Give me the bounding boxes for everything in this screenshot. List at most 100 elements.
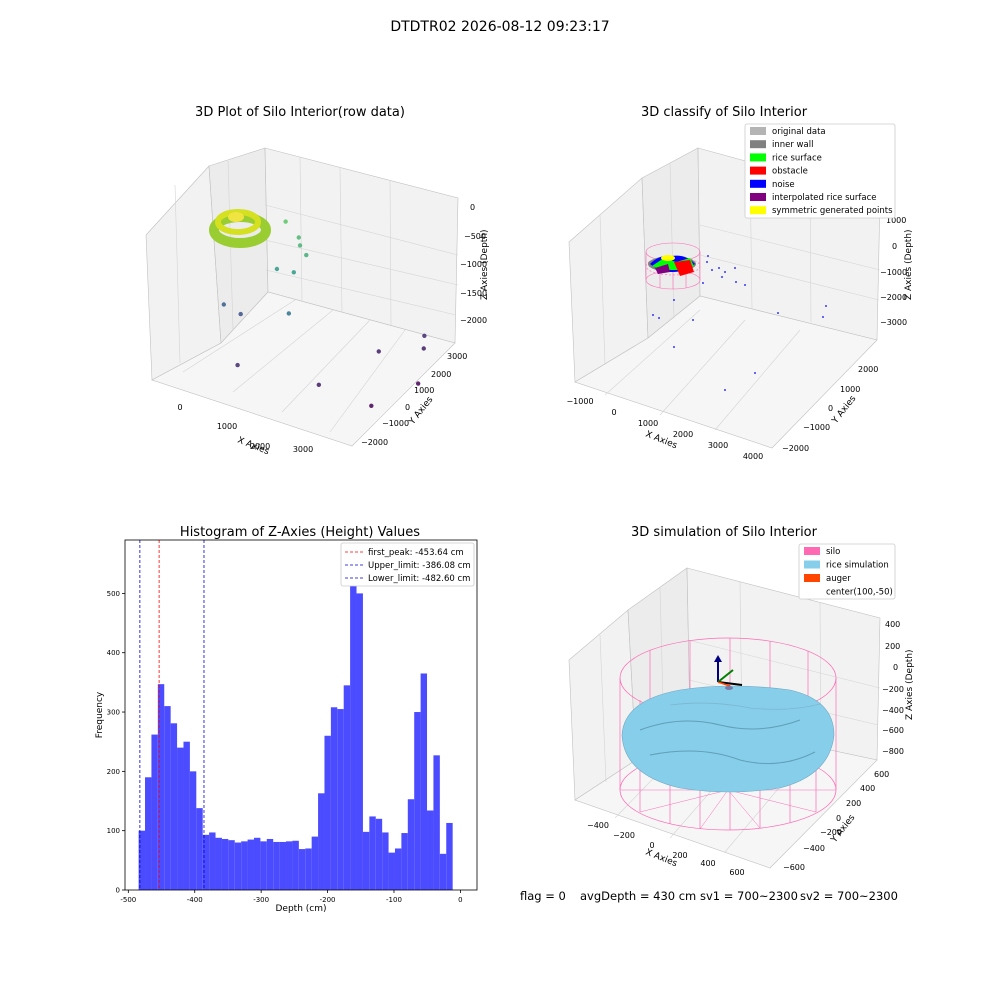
classify-xtick: 0 — [611, 408, 616, 417]
classify-surface — [648, 255, 696, 276]
classify-title: 3D classify of Silo Interior — [641, 105, 808, 120]
classify-legend-swatch — [750, 193, 766, 201]
hist-bar — [446, 822, 453, 890]
hist-bar — [330, 707, 338, 890]
classify-ytick: 1000 — [840, 385, 860, 394]
classify-noise-points — [652, 255, 827, 391]
raw-data-point — [274, 266, 280, 272]
hist-bar — [247, 839, 254, 890]
hist-ytick-label: 100 — [107, 827, 120, 835]
noise-point — [673, 346, 675, 348]
hist-bar — [394, 848, 402, 890]
hist-bar — [170, 723, 178, 890]
sim-ztick: 400 — [885, 620, 900, 629]
sim-xtick: 400 — [700, 859, 715, 868]
classify-ztick: 0 — [892, 242, 897, 251]
raw-yticks: −2000 −1000 0 1000 2000 3000 — [361, 352, 467, 447]
hist-yticks: 0 100 200 300 400 500 — [107, 590, 125, 895]
hist-bar — [145, 777, 152, 890]
hist-bar — [375, 818, 383, 890]
raw-data-point — [283, 219, 288, 224]
raw-data-point — [415, 381, 421, 386]
sim-legend-label: center(100,-50) — [826, 588, 893, 598]
hist-ytick-label: 400 — [107, 649, 120, 657]
hist-xtick-label: -400 — [187, 896, 203, 904]
hist-bar — [414, 712, 421, 890]
hist-bar — [202, 834, 210, 890]
hist-bar — [337, 709, 344, 890]
sim-ztick: −600 — [882, 726, 904, 735]
classify-ytick: −2000 — [782, 444, 809, 453]
hist-bar — [356, 593, 363, 890]
noise-point — [724, 271, 726, 273]
classify-xtick: 2000 — [673, 430, 693, 439]
hist-legend-first-peak: first_peak: -453.64 cm — [368, 548, 464, 558]
hist-bar — [362, 831, 370, 890]
classify-legend-label: symmetric generated points — [772, 206, 893, 216]
raw-data-point — [235, 362, 240, 368]
classify-xticks: −1000 0 1000 2000 3000 4000 — [566, 397, 763, 461]
noise-point — [673, 299, 675, 301]
hist-bar — [234, 842, 242, 890]
raw-xlabel: X Axies — [236, 436, 271, 458]
hist-legend-upper-limit: Upper_limit: -386.08 cm — [368, 561, 471, 571]
classify-legend-label: original data — [772, 127, 826, 137]
figure-title: DTDTR02 2026-08-12 09:23:17 — [390, 19, 609, 35]
classify-legend-swatch — [750, 127, 766, 135]
raw-xtick: 2000 — [250, 442, 270, 451]
classify-xtick: 4000 — [743, 452, 763, 461]
classify-legend-swatch — [750, 153, 766, 162]
status-footer: flag = 0 avgDepth = 430 cm sv1 = 700~230… — [520, 889, 898, 903]
noise-point — [744, 284, 746, 286]
hist-bar — [266, 838, 274, 890]
sim-ytick: 0 — [836, 814, 841, 823]
hist-bar — [433, 755, 440, 890]
hist-bar — [439, 853, 447, 890]
hist-bar — [292, 840, 299, 890]
hist-bar — [241, 841, 248, 890]
classify-legend-swatch — [750, 179, 766, 188]
classify-legend-label: noise — [772, 180, 795, 190]
noise-point — [718, 267, 720, 269]
noise-point — [652, 314, 654, 316]
hist-vlines — [139, 540, 205, 890]
sim-legend-label: silo — [826, 547, 840, 557]
classify-ztick: −3000 — [880, 318, 907, 327]
hist-bar — [407, 799, 415, 890]
noise-point — [735, 281, 737, 283]
classify-ztick: −1000 — [880, 268, 907, 277]
sim-xtick: 0 — [649, 841, 654, 850]
sim-legend: silo rice simulation auger center(100,-50) — [798, 543, 896, 600]
classify-legend-items: original data inner wall rice surface obsta… — [750, 127, 893, 216]
raw-ytick: 0 — [405, 403, 410, 412]
hist-xtick-label: 0 — [458, 896, 462, 904]
classify-legend-label: inner wall — [772, 140, 813, 150]
hist-bar — [164, 706, 171, 890]
hist-bar — [157, 684, 165, 890]
sim-legend-swatch — [804, 574, 820, 582]
hist-bar — [183, 741, 190, 890]
hist-bar — [221, 838, 229, 890]
sim-ztick: 0 — [893, 663, 898, 672]
raw-data-point — [221, 302, 227, 307]
raw-ytick: 2000 — [431, 370, 451, 379]
sim-xtick: 200 — [672, 851, 687, 860]
noise-point — [734, 267, 736, 269]
noise-point — [777, 312, 779, 314]
sim-zlabel: Z Axies (Depth) — [905, 649, 915, 720]
hist-bar — [343, 685, 351, 890]
sim-xtick: −200 — [613, 831, 635, 840]
raw-ztick: −2000 — [460, 316, 487, 325]
hist-bar — [228, 840, 235, 890]
noise-point — [721, 276, 723, 278]
sim-ztick: 200 — [885, 642, 900, 651]
hist-bar — [260, 841, 267, 890]
sim-legend-label: rice simulation — [826, 561, 889, 571]
sim-ytick: −400 — [803, 844, 825, 853]
sim-ytick: −600 — [783, 863, 805, 872]
raw-data-point — [297, 243, 303, 248]
classify-ylabel: Y Axies — [830, 394, 859, 427]
noise-point — [702, 282, 704, 284]
classify-xtick: 1000 — [638, 419, 658, 428]
sim-auger-axes — [714, 655, 743, 690]
